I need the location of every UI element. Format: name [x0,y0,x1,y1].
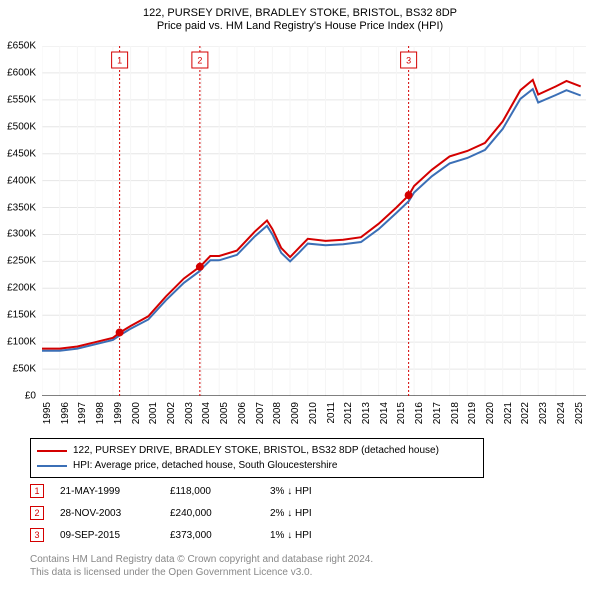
event-diff: 2% ↓ HPI [270,508,370,519]
event-diff: 1% ↓ HPI [270,530,370,541]
event-date: 09-SEP-2015 [60,530,170,541]
x-tick-label: 2016 [414,402,425,424]
y-tick-label: £0 [25,391,36,402]
event-row: 3 09-SEP-2015£373,0001% ↓ HPI [30,524,370,546]
y-tick-label: £400K [7,175,36,186]
y-tick-label: £300K [7,229,36,240]
event-date: 21-MAY-1999 [60,486,170,497]
legend-item: 122, PURSEY DRIVE, BRADLEY STOKE, BRISTO… [37,443,477,458]
footer-line1: Contains HM Land Registry data © Crown c… [30,554,373,565]
event-badge: 3 [30,528,44,542]
x-tick-label: 2011 [326,402,337,424]
y-tick-label: £100K [7,337,36,348]
x-tick-label: 2023 [538,402,549,424]
event-price: £373,000 [170,530,270,541]
event-price: £240,000 [170,508,270,519]
legend-label: 122, PURSEY DRIVE, BRADLEY STOKE, BRISTO… [73,445,439,456]
event-row: 2 28-NOV-2003£240,0002% ↓ HPI [30,502,370,524]
x-tick-label: 2006 [237,402,248,424]
chart-title: 122, PURSEY DRIVE, BRADLEY STOKE, BRISTO… [0,0,600,20]
legend: 122, PURSEY DRIVE, BRADLEY STOKE, BRISTO… [30,438,484,478]
event-table: 1 21-MAY-1999£118,0003% ↓ HPI 2 28-NOV-2003… [30,480,370,546]
y-tick-label: £350K [7,202,36,213]
x-tick-label: 2005 [219,402,230,424]
legend-swatch [37,450,67,452]
x-tick-label: 1995 [42,402,53,424]
x-tick-label: 1999 [113,402,124,424]
x-tick-label: 2013 [361,402,372,424]
legend-label: HPI: Average price, detached house, Sout… [73,460,337,471]
svg-text:3: 3 [406,56,411,66]
legend-item: HPI: Average price, detached house, Sout… [37,458,477,473]
x-tick-label: 2015 [396,402,407,424]
legend-swatch [37,465,67,467]
x-tick-label: 2001 [148,402,159,424]
y-tick-label: £150K [7,310,36,321]
y-tick-label: £650K [7,41,36,52]
x-tick-label: 2018 [450,402,461,424]
x-tick-label: 2010 [308,402,319,424]
event-date: 28-NOV-2003 [60,508,170,519]
event-row: 1 21-MAY-1999£118,0003% ↓ HPI [30,480,370,502]
x-axis: 1995 1996 1997 1998 1999 2000 2001 2002 2003 2004… [42,398,588,438]
x-tick-label: 2000 [131,402,142,424]
x-tick-label: 2021 [503,402,514,424]
y-tick-label: £500K [7,121,36,132]
x-tick-label: 2004 [201,402,212,424]
x-tick-label: 2008 [272,402,283,424]
event-diff: 3% ↓ HPI [270,486,370,497]
x-tick-label: 2022 [520,402,531,424]
x-tick-label: 2003 [184,402,195,424]
event-price: £118,000 [170,486,270,497]
chart-svg: 1 2 3 [42,46,586,396]
x-tick-label: 2017 [432,402,443,424]
x-tick-label: 2007 [255,402,266,424]
y-tick-label: £50K [13,364,36,375]
y-tick-label: £600K [7,67,36,78]
y-tick-label: £200K [7,283,36,294]
chart-container: 122, PURSEY DRIVE, BRADLEY STOKE, BRISTO… [0,0,600,590]
x-tick-label: 2019 [467,402,478,424]
y-tick-label: £550K [7,94,36,105]
x-tick-label: 2009 [290,402,301,424]
y-axis: £0£50K£100K£150K£200K£250K£300K£350K£400… [0,46,40,396]
x-tick-label: 2012 [343,402,354,424]
y-tick-label: £450K [7,148,36,159]
y-tick-label: £250K [7,256,36,267]
footer-line2: This data is licensed under the Open Gov… [30,567,312,578]
x-tick-label: 1998 [95,402,106,424]
x-tick-label: 2014 [379,402,390,424]
event-badge: 1 [30,484,44,498]
chart-subtitle: Price paid vs. HM Land Registry's House … [0,20,600,36]
svg-text:2: 2 [197,56,202,66]
svg-text:1: 1 [117,56,122,66]
plot-area: 1 2 3 [42,46,586,396]
x-tick-label: 1997 [77,402,88,424]
x-tick-label: 1996 [60,402,71,424]
x-tick-label: 2020 [485,402,496,424]
event-badge: 2 [30,506,44,520]
x-tick-label: 2002 [166,402,177,424]
x-tick-label: 2025 [574,402,585,424]
footer-note: Contains HM Land Registry data © Crown c… [30,554,373,579]
x-tick-label: 2024 [556,402,567,424]
